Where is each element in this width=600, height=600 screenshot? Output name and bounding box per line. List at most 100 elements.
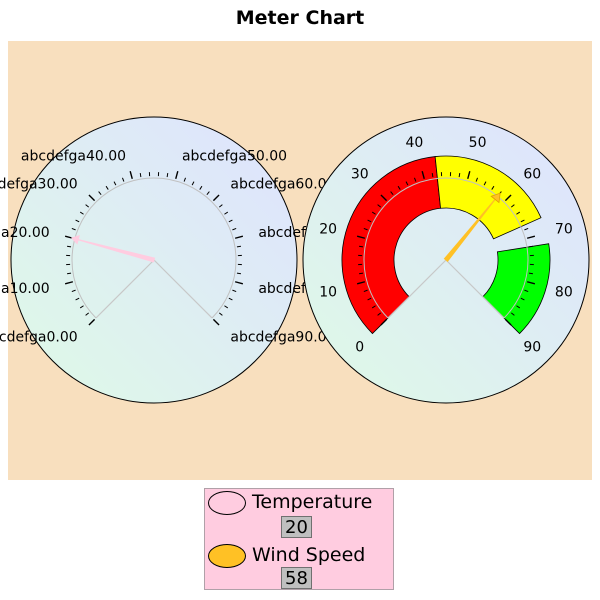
tick-label-wind-speed-40: 40 bbox=[406, 135, 424, 151]
tick-label-wind-speed-50: 50 bbox=[469, 135, 487, 151]
tick-wind-speed-24 bbox=[367, 219, 372, 223]
tick-temperature-38 bbox=[121, 177, 125, 182]
tick-wind-speed-60 bbox=[504, 194, 512, 202]
tick-wind-speed-66 bbox=[520, 219, 525, 223]
range-line-temperature-1 bbox=[153, 259, 213, 319]
range-line-wind-speed-1 bbox=[445, 259, 505, 319]
tick-label-temperature-30: abcdefga30.00 bbox=[0, 177, 78, 193]
tick-temperature-40 bbox=[129, 170, 133, 180]
tick-temperature-48 bbox=[166, 173, 169, 178]
tick-wind-speed-72 bbox=[528, 245, 533, 248]
tick-temperature-28 bbox=[85, 204, 90, 208]
band-wind-speed-2 bbox=[482, 243, 551, 335]
tick-label-wind-speed-70: 70 bbox=[555, 221, 573, 237]
tick-wind-speed-34 bbox=[397, 185, 401, 190]
band-wind-speed-0 bbox=[341, 156, 442, 335]
tick-temperature-54 bbox=[191, 181, 195, 186]
tick-wind-speed-36 bbox=[405, 181, 409, 186]
tick-temperature-72 bbox=[236, 245, 241, 248]
tick-temperature-34 bbox=[105, 185, 109, 190]
tick-temperature-18 bbox=[67, 245, 72, 248]
legend-swatch-wind-speed bbox=[208, 544, 246, 568]
tick-temperature-68 bbox=[232, 227, 237, 231]
tick-wind-speed-30 bbox=[380, 194, 388, 202]
tick-temperature-60 bbox=[212, 194, 220, 202]
tick-wind-speed-56 bbox=[491, 185, 495, 190]
tick-temperature-82 bbox=[232, 289, 237, 293]
tick-temperature-56 bbox=[199, 185, 203, 190]
tick-wind-speed-50 bbox=[467, 170, 471, 180]
tick-temperature-0 bbox=[88, 318, 96, 326]
tick-temperature-36 bbox=[113, 181, 117, 186]
legend-swatch-temperature bbox=[208, 491, 246, 515]
tick-temperature-80 bbox=[234, 281, 244, 285]
tick-temperature-10 bbox=[64, 281, 74, 285]
tick-wind-speed-62 bbox=[510, 204, 515, 208]
tick-wind-speed-38 bbox=[413, 177, 417, 182]
tick-label-temperature-90: abcdefga90.00 bbox=[230, 329, 335, 345]
tick-temperature-64 bbox=[224, 211, 229, 215]
needle-temperature bbox=[72, 237, 156, 263]
tick-wind-speed-26 bbox=[371, 211, 376, 215]
legend-label-wind-speed: Wind Speed bbox=[252, 544, 366, 566]
tick-wind-speed-32 bbox=[390, 191, 394, 196]
tick-label-wind-speed-20: 20 bbox=[319, 221, 337, 237]
legend-label-temperature: Temperature bbox=[252, 491, 373, 513]
tick-wind-speed-64 bbox=[516, 211, 521, 215]
tick-wind-speed-84 bbox=[520, 297, 525, 301]
tick-wind-speed-12 bbox=[359, 272, 364, 275]
tick-wind-speed-82 bbox=[524, 289, 529, 293]
tick-wind-speed-0 bbox=[380, 318, 388, 326]
tick-temperature-52 bbox=[183, 177, 187, 182]
tick-temperature-12 bbox=[67, 272, 72, 275]
tick-temperature-66 bbox=[228, 219, 233, 223]
tick-temperature-78 bbox=[236, 272, 241, 275]
tick-temperature-42 bbox=[139, 173, 142, 178]
tick-label-wind-speed-90: 90 bbox=[523, 339, 541, 355]
tick-wind-speed-42 bbox=[431, 173, 434, 178]
tick-label-temperature-20: abcdefga20.00 bbox=[0, 225, 50, 241]
tick-temperature-26 bbox=[79, 211, 84, 215]
tick-wind-speed-28 bbox=[377, 204, 382, 208]
tick-temperature-62 bbox=[218, 204, 223, 208]
tick-temperature-30 bbox=[88, 194, 96, 202]
chart-title: Meter Chart bbox=[235, 7, 365, 29]
tick-wind-speed-90 bbox=[504, 318, 512, 326]
tick-wind-speed-20 bbox=[356, 235, 366, 239]
tick-label-wind-speed-80: 80 bbox=[555, 285, 573, 301]
tick-wind-speed-52 bbox=[475, 177, 479, 182]
tick-wind-speed-48 bbox=[458, 173, 461, 178]
tick-label-wind-speed-10: 10 bbox=[319, 285, 337, 301]
legend-value-wind-speed: 58 bbox=[281, 567, 312, 589]
needle-wind-speed bbox=[443, 194, 500, 262]
tick-temperature-88 bbox=[218, 312, 223, 316]
tick-label-wind-speed-60: 60 bbox=[523, 167, 541, 183]
tick-temperature-58 bbox=[206, 191, 210, 196]
legend-value-temperature: 20 bbox=[281, 516, 312, 538]
legend: Temperature 20 Wind Speed 58 bbox=[204, 488, 394, 590]
tick-temperature-4 bbox=[79, 305, 84, 309]
tick-wind-speed-54 bbox=[483, 181, 487, 186]
needle-head-wind-speed bbox=[490, 192, 501, 204]
tick-wind-speed-22 bbox=[363, 227, 368, 231]
tick-wind-speed-8 bbox=[363, 289, 368, 293]
tick-wind-speed-78 bbox=[528, 272, 533, 275]
tick-wind-speed-80 bbox=[526, 281, 536, 285]
tick-temperature-90 bbox=[212, 318, 220, 326]
tick-temperature-70 bbox=[234, 235, 244, 239]
tick-label-temperature-60: abcdefga60.00 bbox=[230, 177, 335, 193]
range-line-temperature-0 bbox=[95, 259, 155, 319]
tick-label-wind-speed-0: 0 bbox=[355, 339, 364, 355]
tick-temperature-2 bbox=[85, 312, 90, 316]
tick-temperature-6 bbox=[75, 297, 80, 301]
tick-wind-speed-4 bbox=[371, 305, 376, 309]
tick-wind-speed-40 bbox=[421, 170, 425, 180]
tick-temperature-22 bbox=[71, 227, 76, 231]
tick-label-wind-speed-30: 30 bbox=[351, 167, 369, 183]
tick-wind-speed-18 bbox=[359, 245, 364, 248]
tick-wind-speed-6 bbox=[367, 297, 372, 301]
tick-temperature-8 bbox=[71, 289, 76, 293]
tick-temperature-24 bbox=[75, 219, 80, 223]
tick-temperature-86 bbox=[224, 305, 229, 309]
